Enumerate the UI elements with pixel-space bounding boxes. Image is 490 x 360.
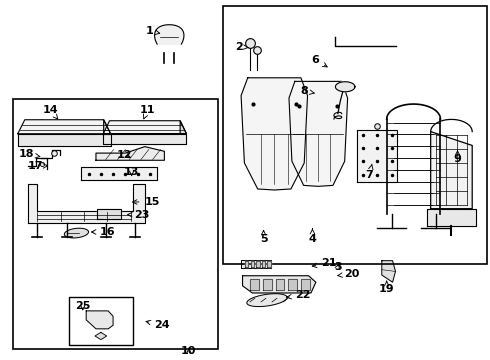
Polygon shape xyxy=(245,261,248,267)
Polygon shape xyxy=(243,276,316,293)
Text: 11: 11 xyxy=(140,105,155,119)
Text: 22: 22 xyxy=(287,291,310,301)
Text: 6: 6 xyxy=(312,55,327,67)
Polygon shape xyxy=(250,261,254,267)
Text: 9: 9 xyxy=(454,151,462,164)
Text: 21: 21 xyxy=(312,258,337,268)
Text: 4: 4 xyxy=(309,229,317,244)
Polygon shape xyxy=(64,228,89,238)
Polygon shape xyxy=(180,121,186,134)
Polygon shape xyxy=(95,332,107,339)
Bar xyxy=(223,6,487,264)
Polygon shape xyxy=(336,82,355,92)
Text: 16: 16 xyxy=(92,227,115,237)
Polygon shape xyxy=(289,81,347,186)
Polygon shape xyxy=(250,279,259,290)
Text: 18: 18 xyxy=(18,149,40,159)
Text: 14: 14 xyxy=(43,105,58,119)
Polygon shape xyxy=(27,184,145,223)
Polygon shape xyxy=(241,260,271,268)
Text: 19: 19 xyxy=(379,281,394,294)
Polygon shape xyxy=(268,261,271,267)
Text: 10: 10 xyxy=(181,346,196,356)
Text: 8: 8 xyxy=(301,86,314,96)
Text: 1: 1 xyxy=(146,26,160,36)
Polygon shape xyxy=(256,261,260,267)
Polygon shape xyxy=(86,311,113,329)
Polygon shape xyxy=(96,147,164,160)
Polygon shape xyxy=(427,209,476,226)
Polygon shape xyxy=(357,130,397,182)
Bar xyxy=(13,99,218,348)
Text: 3: 3 xyxy=(334,262,342,272)
Text: 7: 7 xyxy=(366,164,373,180)
Polygon shape xyxy=(301,279,310,290)
Polygon shape xyxy=(98,210,121,220)
Polygon shape xyxy=(81,167,157,180)
Text: 13: 13 xyxy=(124,167,139,177)
Polygon shape xyxy=(275,279,284,290)
Text: 15: 15 xyxy=(132,197,160,207)
Bar xyxy=(69,297,133,345)
Text: 20: 20 xyxy=(338,269,359,279)
Polygon shape xyxy=(241,78,308,190)
Text: 24: 24 xyxy=(146,320,170,330)
Polygon shape xyxy=(288,279,297,290)
Polygon shape xyxy=(263,279,271,290)
Text: 17: 17 xyxy=(28,161,48,171)
Polygon shape xyxy=(18,134,111,145)
Text: 23: 23 xyxy=(127,210,149,220)
Polygon shape xyxy=(155,25,184,44)
Polygon shape xyxy=(103,134,186,144)
Polygon shape xyxy=(262,261,265,267)
Text: 5: 5 xyxy=(260,230,268,244)
Polygon shape xyxy=(382,261,395,282)
Polygon shape xyxy=(247,294,287,307)
Text: 12: 12 xyxy=(117,150,133,160)
Text: 2: 2 xyxy=(235,42,248,51)
Polygon shape xyxy=(104,120,111,134)
Text: 25: 25 xyxy=(75,301,91,311)
Polygon shape xyxy=(431,132,472,209)
Polygon shape xyxy=(103,121,186,134)
Polygon shape xyxy=(18,120,111,134)
